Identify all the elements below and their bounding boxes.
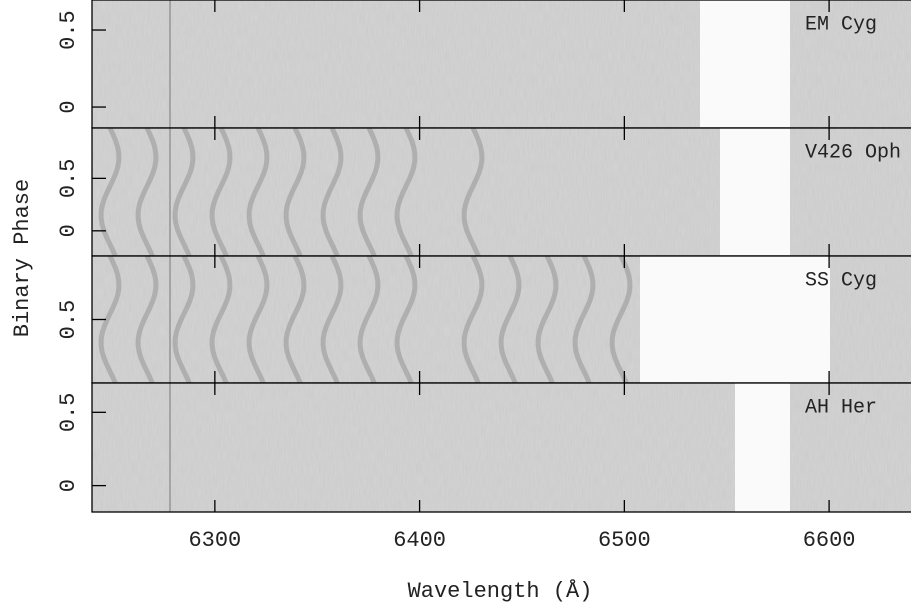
spectrum-feature	[209, 254, 233, 385]
spectrum-feature	[246, 254, 270, 385]
y-tick-label: 0.5	[56, 393, 81, 433]
spectrum-gap	[700, 0, 790, 128]
spectrum-feature	[320, 126, 344, 258]
x-axis-label: Wavelength (Å)	[408, 578, 593, 604]
spectrum-gap	[720, 128, 790, 256]
x-tick-label: 6400	[393, 528, 446, 553]
spectrum-feature	[283, 254, 307, 385]
spectrum-feature	[357, 126, 381, 258]
spectrum-gap	[640, 256, 830, 383]
panel-frame	[91, 382, 911, 513]
y-axis-label: Binary Phase	[10, 179, 35, 337]
y-tick-label: 0	[56, 100, 81, 113]
panel-label: EM Cyg	[805, 13, 877, 36]
spectrum-feature	[609, 254, 633, 385]
spectrum-feature	[98, 126, 122, 258]
y-tick-label: 0.5	[56, 300, 81, 340]
spectrum-feature	[135, 254, 159, 385]
panel-label: V426 Oph	[805, 141, 901, 164]
x-tick-label: 6500	[598, 528, 651, 553]
spectrum-feature	[209, 126, 233, 258]
y-tick-label: 0.5	[56, 10, 81, 50]
y-tick-label: 0	[56, 224, 81, 237]
spectrum-feature	[394, 254, 418, 385]
spectrum-feature	[357, 254, 381, 385]
y-tick-label: 0.5	[56, 159, 81, 199]
spectrum-feature	[394, 126, 418, 258]
x-tick-label: 6600	[803, 528, 856, 553]
spectrum-gap	[735, 383, 790, 512]
spectrum-feature	[572, 254, 596, 385]
panel-label: SS Cyg	[805, 269, 877, 292]
spectrum-feature	[283, 126, 307, 258]
spectrum-feature	[535, 254, 559, 385]
y-tick-label: 0	[56, 479, 81, 492]
spectrum-feature	[246, 126, 270, 258]
spectrum-feature	[98, 254, 122, 385]
panel-label: AH Her	[805, 396, 877, 419]
spectrum-feature	[461, 254, 485, 385]
spectrum-feature	[498, 254, 522, 385]
spectrum-feature	[172, 126, 196, 258]
spectrum-feature	[135, 126, 159, 258]
x-tick-label: 6300	[188, 528, 241, 553]
spectrum-feature	[320, 254, 344, 385]
spectrum-feature	[461, 126, 485, 258]
spectrum-feature	[172, 254, 196, 385]
